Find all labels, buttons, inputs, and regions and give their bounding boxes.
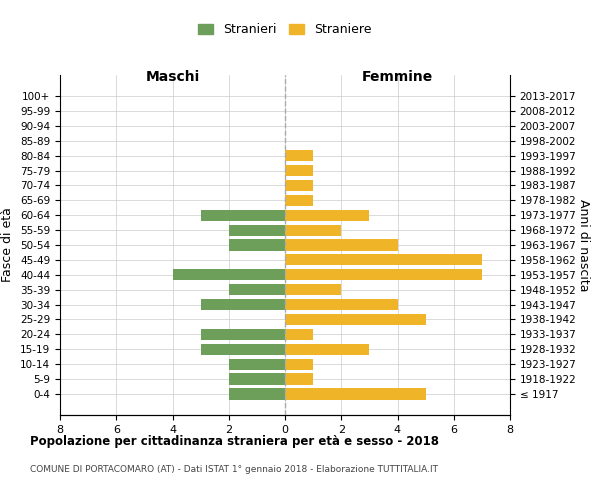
Bar bbox=[285, 314, 425, 325]
Bar bbox=[200, 299, 285, 310]
Bar bbox=[285, 388, 425, 400]
Bar bbox=[200, 329, 285, 340]
Legend: Stranieri, Straniere: Stranieri, Straniere bbox=[198, 24, 372, 36]
Bar bbox=[229, 374, 285, 384]
Bar bbox=[285, 224, 341, 235]
Bar bbox=[285, 150, 313, 161]
Bar bbox=[285, 194, 313, 206]
Text: Maschi: Maschi bbox=[145, 70, 200, 84]
Bar bbox=[285, 180, 313, 191]
Bar bbox=[200, 344, 285, 355]
Bar bbox=[285, 240, 398, 250]
Y-axis label: Anni di nascita: Anni di nascita bbox=[577, 198, 590, 291]
Text: Femmine: Femmine bbox=[362, 70, 433, 84]
Bar bbox=[285, 358, 313, 370]
Y-axis label: Fasce di età: Fasce di età bbox=[1, 208, 14, 282]
Bar bbox=[229, 388, 285, 400]
Bar bbox=[285, 284, 341, 296]
Bar bbox=[229, 240, 285, 250]
Bar bbox=[285, 210, 370, 221]
Bar bbox=[285, 254, 482, 266]
Bar bbox=[229, 284, 285, 296]
Bar bbox=[229, 224, 285, 235]
Bar bbox=[200, 210, 285, 221]
Bar bbox=[285, 269, 482, 280]
Bar bbox=[285, 329, 313, 340]
Text: Popolazione per cittadinanza straniera per età e sesso - 2018: Popolazione per cittadinanza straniera p… bbox=[30, 435, 439, 448]
Bar bbox=[229, 358, 285, 370]
Text: COMUNE DI PORTACOMARO (AT) - Dati ISTAT 1° gennaio 2018 - Elaborazione TUTTITALI: COMUNE DI PORTACOMARO (AT) - Dati ISTAT … bbox=[30, 465, 438, 474]
Bar bbox=[285, 299, 398, 310]
Bar bbox=[173, 269, 285, 280]
Bar bbox=[285, 374, 313, 384]
Bar bbox=[285, 165, 313, 176]
Bar bbox=[285, 344, 370, 355]
